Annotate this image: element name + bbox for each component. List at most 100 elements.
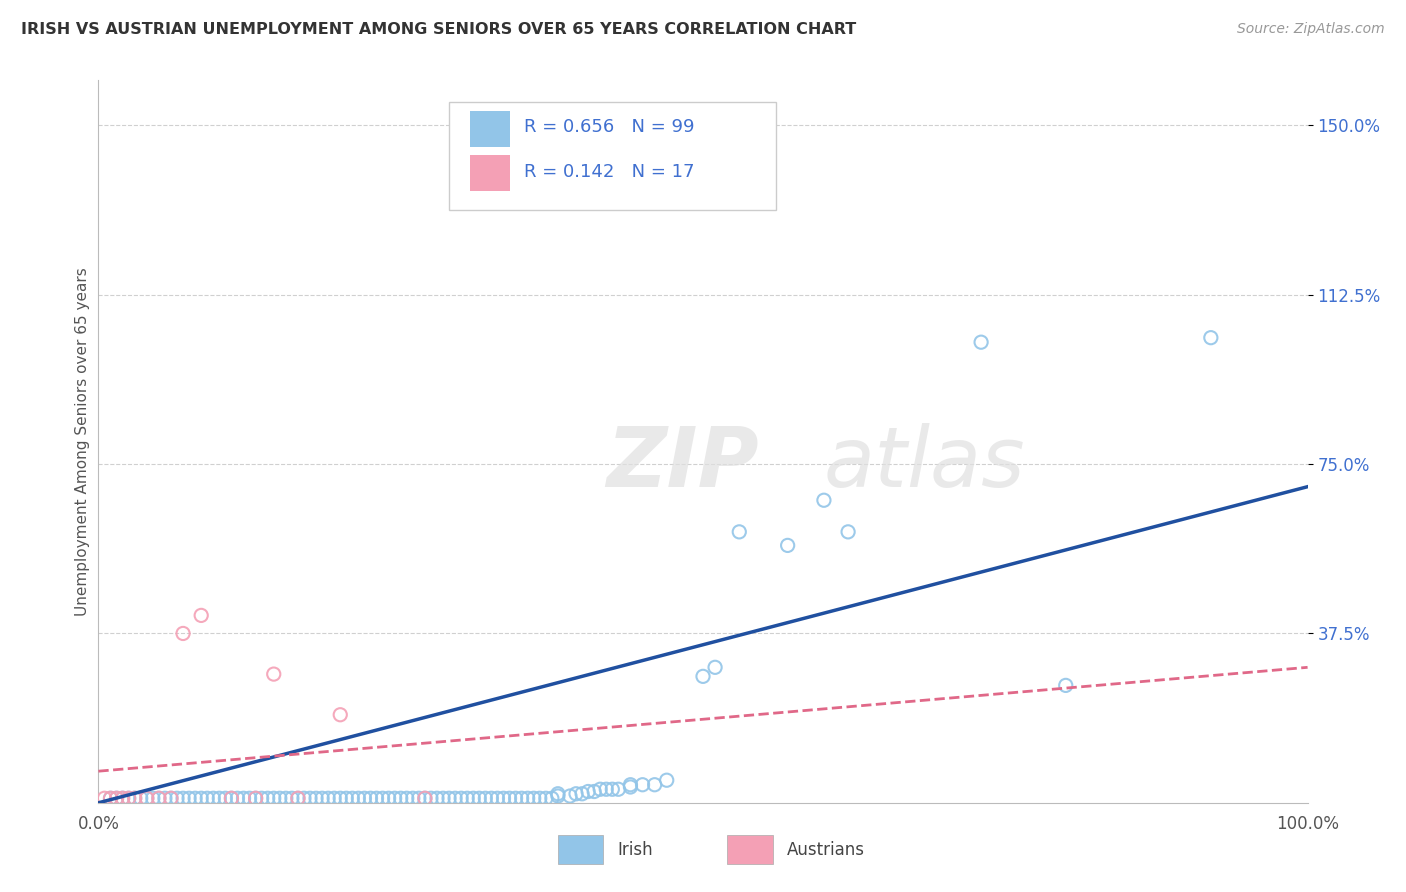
Point [486, 791, 509, 805]
Text: atlas: atlas [824, 423, 1025, 504]
Point [202, 791, 225, 805]
Point [111, 791, 134, 805]
Text: Source: ZipAtlas.com: Source: ZipAtlas.com [1237, 22, 1385, 37]
Point [420, 791, 443, 805]
Point [142, 791, 165, 805]
Point [195, 791, 218, 805]
Point [595, 782, 617, 797]
Point [245, 791, 267, 805]
Point [607, 782, 630, 797]
Point [456, 791, 478, 805]
Point [384, 791, 406, 805]
Point [226, 791, 249, 805]
Point [371, 791, 394, 805]
Point [837, 524, 859, 539]
Point [160, 791, 183, 805]
Point [323, 791, 346, 805]
Point [335, 791, 357, 805]
Point [813, 493, 835, 508]
Text: Austrians: Austrians [787, 841, 865, 859]
Point [360, 791, 382, 805]
Point [118, 791, 141, 805]
Point [366, 791, 388, 805]
Point [179, 791, 201, 805]
Point [402, 791, 425, 805]
Point [432, 791, 454, 805]
Point [287, 791, 309, 805]
Point [353, 791, 375, 805]
Text: Irish: Irish [617, 841, 654, 859]
Point [153, 791, 176, 805]
FancyBboxPatch shape [470, 112, 509, 147]
Point [547, 787, 569, 801]
Point [118, 791, 141, 805]
Point [105, 791, 128, 805]
Point [474, 791, 496, 805]
Point [631, 778, 654, 792]
Point [481, 791, 503, 805]
Point [505, 791, 527, 805]
Point [305, 791, 328, 805]
Point [232, 791, 254, 805]
Point [172, 791, 194, 805]
Point [1199, 331, 1222, 345]
Point [413, 791, 436, 805]
Point [510, 791, 533, 805]
Point [263, 667, 285, 681]
FancyBboxPatch shape [727, 835, 772, 864]
Point [292, 791, 315, 805]
Point [190, 608, 212, 623]
Point [970, 335, 993, 350]
FancyBboxPatch shape [449, 102, 776, 211]
Point [269, 791, 291, 805]
Point [316, 791, 339, 805]
Y-axis label: Unemployment Among Seniors over 65 years: Unemployment Among Seniors over 65 years [75, 268, 90, 615]
FancyBboxPatch shape [558, 835, 603, 864]
Point [413, 791, 436, 805]
Point [463, 791, 485, 805]
Point [529, 791, 551, 805]
Text: R = 0.656   N = 99: R = 0.656 N = 99 [524, 119, 695, 136]
Point [100, 791, 122, 805]
Point [105, 791, 128, 805]
Point [124, 791, 146, 805]
Point [263, 791, 285, 805]
Point [347, 791, 370, 805]
Point [583, 784, 606, 798]
Point [129, 791, 152, 805]
Point [160, 791, 183, 805]
FancyBboxPatch shape [470, 154, 509, 191]
Point [523, 791, 546, 805]
Point [190, 791, 212, 805]
Point [644, 778, 666, 792]
Point [565, 787, 588, 801]
Point [444, 791, 467, 805]
Point [256, 791, 278, 805]
Point [395, 791, 418, 805]
Point [287, 791, 309, 805]
Point [450, 791, 472, 805]
Point [389, 791, 412, 805]
Point [221, 791, 243, 805]
Point [342, 791, 364, 805]
Point [728, 524, 751, 539]
Point [111, 791, 134, 805]
Point [214, 791, 236, 805]
Point [166, 791, 188, 805]
Point [776, 538, 799, 552]
Point [135, 791, 157, 805]
Point [250, 791, 273, 805]
Point [377, 791, 399, 805]
Text: ZIP: ZIP [606, 423, 759, 504]
Point [437, 791, 460, 805]
Point [492, 791, 515, 805]
Point [704, 660, 727, 674]
Point [558, 789, 581, 803]
Point [547, 789, 569, 803]
Point [571, 787, 593, 801]
Point [408, 791, 430, 805]
Point [619, 780, 641, 794]
Point [148, 791, 170, 805]
Point [1054, 678, 1077, 692]
Point [655, 773, 678, 788]
